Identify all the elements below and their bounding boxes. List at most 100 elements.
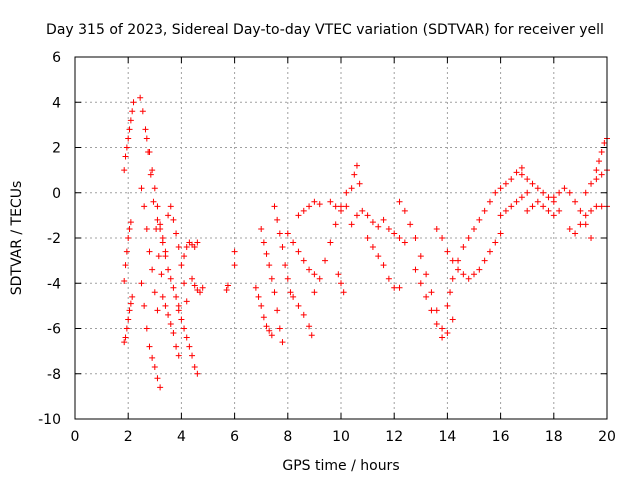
data-point <box>183 298 190 305</box>
data-point <box>183 334 190 341</box>
data-point <box>271 289 278 296</box>
data-point <box>125 135 132 142</box>
data-point <box>486 198 493 205</box>
data-point <box>433 307 440 314</box>
data-point <box>476 216 483 223</box>
data-point <box>284 230 291 237</box>
data-point <box>287 289 294 296</box>
x-tick-label: 16 <box>492 429 510 445</box>
data-point <box>138 280 145 287</box>
data-point <box>154 216 161 223</box>
data-point <box>375 223 382 230</box>
data-point <box>316 201 323 208</box>
data-point <box>263 250 270 257</box>
data-point <box>492 189 499 196</box>
data-point <box>593 176 600 183</box>
data-point <box>391 284 398 291</box>
data-point <box>356 180 363 187</box>
data-point <box>268 275 275 282</box>
data-point <box>502 207 509 214</box>
data-point <box>306 323 313 330</box>
data-point <box>189 352 196 359</box>
data-point <box>165 212 172 219</box>
data-point <box>223 287 230 294</box>
data-point <box>146 149 153 156</box>
y-tick-labels: -10 -8 -6 -4 -2 0 2 4 6 <box>38 50 61 428</box>
data-point <box>123 325 130 332</box>
data-point <box>266 262 273 269</box>
data-point <box>540 203 547 210</box>
data-point <box>137 94 144 101</box>
data-point <box>444 248 451 255</box>
data-point <box>327 239 334 246</box>
data-point <box>165 266 172 273</box>
data-point <box>497 212 504 219</box>
data-point <box>412 266 419 273</box>
data-point <box>524 189 531 196</box>
data-point <box>577 221 584 228</box>
data-point <box>147 171 154 178</box>
data-point <box>497 185 504 192</box>
data-point <box>158 271 165 278</box>
data-point <box>556 207 563 214</box>
data-point <box>353 162 360 169</box>
data-point <box>540 189 547 196</box>
data-point <box>154 375 161 382</box>
data-point <box>327 198 334 205</box>
data-point <box>162 302 169 309</box>
data-point <box>143 325 150 332</box>
data-point <box>391 230 398 237</box>
x-tick-label: 2 <box>124 429 133 445</box>
data-point <box>126 126 133 133</box>
data-point <box>178 316 185 323</box>
data-point <box>159 239 166 246</box>
data-point <box>492 239 499 246</box>
data-point <box>151 185 158 192</box>
data-point <box>566 225 573 232</box>
data-point <box>572 198 579 205</box>
data-point <box>279 244 286 251</box>
data-point <box>173 293 180 300</box>
data-point <box>123 144 130 151</box>
y-tick-label: 4 <box>52 95 61 111</box>
data-point <box>518 194 525 201</box>
data-point <box>316 275 323 282</box>
data-point <box>447 289 454 296</box>
data-point <box>481 257 488 264</box>
data-point <box>123 248 130 255</box>
data-point <box>306 203 313 210</box>
data-point <box>138 185 145 192</box>
data-point <box>444 302 451 309</box>
data-point <box>271 203 278 210</box>
data-point <box>308 332 315 339</box>
data-point <box>322 257 329 264</box>
data-point <box>295 248 302 255</box>
data-point <box>343 203 350 210</box>
data-point <box>199 284 206 291</box>
data-point <box>154 203 161 210</box>
data-point <box>175 302 182 309</box>
data-point <box>529 180 536 187</box>
data-point <box>186 343 193 350</box>
data-point <box>167 203 174 210</box>
data-point <box>282 262 289 269</box>
data-point <box>300 207 307 214</box>
y-tick-label: -10 <box>38 412 61 428</box>
data-point <box>417 253 424 260</box>
data-point <box>175 244 182 251</box>
data-point <box>127 219 134 226</box>
data-point <box>126 307 133 314</box>
data-point <box>545 207 552 214</box>
data-point <box>481 207 488 214</box>
data-point <box>439 325 446 332</box>
data-point <box>380 216 387 223</box>
data-point <box>194 239 201 246</box>
data-point <box>412 235 419 241</box>
x-axis-label: GPS time / hours <box>282 458 399 474</box>
data-point <box>518 171 525 178</box>
data-point <box>284 275 291 282</box>
data-point <box>151 363 158 370</box>
data-point <box>348 185 355 192</box>
data-point <box>513 169 520 176</box>
data-point <box>364 212 371 219</box>
